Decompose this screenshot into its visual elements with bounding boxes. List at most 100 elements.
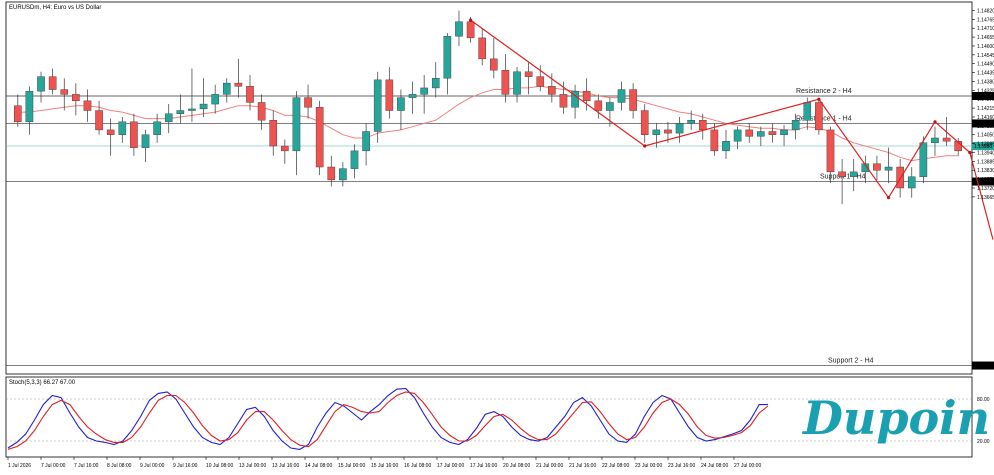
date-tick-label: 21 Jul 16:00 (569, 463, 596, 469)
candle-body (106, 129, 115, 135)
candle-body (571, 90, 579, 108)
candle-body (420, 87, 428, 95)
date-tick-label: 7 Jul 00:00 (41, 463, 66, 469)
candle-body (687, 120, 695, 124)
zigzag-point (933, 120, 937, 124)
stochastic-layer: 80.00 20.00 (6, 387, 990, 450)
candle-body (815, 102, 823, 131)
candle-body (757, 131, 765, 137)
candle-body (896, 166, 904, 189)
level-price-tag-text: 1.12620 (974, 364, 992, 370)
candle-body (455, 21, 463, 37)
price-axis: 1.14820 1.14765 1.14710 1.14655 1.14600 1.145… (972, 8, 994, 201)
candle-body (698, 120, 707, 131)
date-tick-label: 17 Jul 00:00 (437, 463, 464, 469)
candle-body (37, 76, 45, 92)
candle-body (25, 90, 34, 123)
date-tick-label: 20 Jul 08:00 (503, 463, 530, 469)
zigzag-point (643, 144, 647, 148)
candle-body (176, 110, 185, 114)
date-tick-label: 1 Jul 2026 (8, 463, 31, 469)
current-price-tag (972, 142, 994, 151)
candle-body (14, 105, 22, 123)
candle-body (733, 129, 742, 142)
zigzag-point (817, 97, 821, 101)
candle-body (722, 140, 730, 152)
candle-body (95, 110, 103, 131)
candle-body (466, 21, 475, 39)
candle-body (141, 134, 150, 148)
candle-body (873, 163, 881, 171)
candle-body (606, 102, 614, 111)
candle-body (617, 89, 626, 103)
candle-body (281, 145, 289, 152)
date-tick-label: 17 Jul 16:00 (470, 463, 497, 469)
zigzag-layer (468, 18, 994, 240)
candle-body (118, 121, 127, 135)
moving-average-layer (17, 85, 959, 162)
level-price-tag (972, 119, 994, 128)
candle-body (548, 86, 556, 95)
date-tick-label: 8 Jul 08:00 (107, 463, 132, 469)
price-tick-label: 1.14105 (977, 124, 994, 130)
level-label: Support 1 - H4 (820, 174, 866, 181)
date-tick-label: 9 Jul 00:00 (140, 463, 165, 469)
price-tick-label: 1.13995 (977, 142, 994, 148)
zigzag-point (886, 196, 891, 200)
candle-body (710, 129, 719, 152)
candle-body (768, 131, 777, 135)
price-tick-label: 1.13940 (977, 150, 994, 156)
price-tick-label: 1.14380 (977, 79, 994, 85)
candle-body (675, 123, 684, 134)
candle-body (490, 58, 498, 71)
date-tick-label: 7 Jul 16:00 (74, 463, 99, 469)
candle-body (269, 120, 278, 147)
date-tick-label: 13 Jul 16:00 (272, 463, 299, 469)
date-axis: 1 Jul 2026 7 Jul 00:00 7 Jul 16:00 8 Jul 08… (7, 457, 761, 469)
date-tick-label: 15 Jul 00:00 (338, 463, 365, 469)
date-tick-label: 22 Jul 08:00 (602, 463, 629, 469)
level-price-tag-text: 1.14120 (974, 121, 992, 127)
date-tick-label: 9 Jul 16:00 (173, 463, 198, 469)
candle-body (164, 113, 173, 123)
candle-body (594, 100, 603, 111)
price-tick-label: 1.14765 (977, 17, 994, 23)
price-tick-label: 1.14545 (977, 53, 994, 59)
price-tick-label: 1.13830 (977, 168, 994, 174)
level-price-tag-text: 1.13760 (974, 180, 992, 186)
date-tick-label: 23 Jul 00:00 (635, 463, 662, 469)
price-tick-label: 1.14655 (977, 35, 994, 41)
price-tick-label: 1.13665 (977, 195, 994, 201)
date-tick-label: 15 Jul 16:00 (371, 463, 398, 469)
candle-body (826, 129, 835, 173)
candle-body (524, 71, 533, 77)
level-label: Resistance 2 - H4 (796, 88, 852, 95)
dupoin-logo: Dupoin (801, 391, 990, 445)
candle-body (664, 129, 672, 134)
price-tick-label: 1.13775 (977, 177, 994, 183)
candle-body (222, 82, 231, 95)
moving-average-line (17, 85, 959, 162)
zigzag-point (468, 18, 473, 22)
zigzag-point (968, 150, 972, 155)
candle-body (408, 94, 417, 98)
candle-body (582, 90, 591, 102)
price-tick-label: 1.14435 (977, 71, 994, 77)
candle-body (234, 82, 243, 87)
candle-body (931, 137, 939, 144)
candle-body (745, 129, 754, 137)
candle-body (780, 129, 788, 135)
price-tick-label: 1.14600 (977, 44, 994, 50)
candle-body (443, 36, 452, 79)
level-price-tag-text: 1.14290 (974, 94, 992, 100)
candle-body (304, 97, 312, 108)
price-tick-label: 1.13720 (977, 186, 994, 192)
price-tick-label: 1.14820 (977, 8, 994, 14)
date-tick-label: 14 Jul 08:00 (305, 463, 332, 469)
date-tick-label: 10 Jul 08:00 (206, 463, 233, 469)
candle-body (339, 168, 347, 181)
candle-body (246, 86, 254, 103)
price-tick-label: 1.14710 (977, 26, 994, 32)
candle-body (919, 142, 928, 177)
